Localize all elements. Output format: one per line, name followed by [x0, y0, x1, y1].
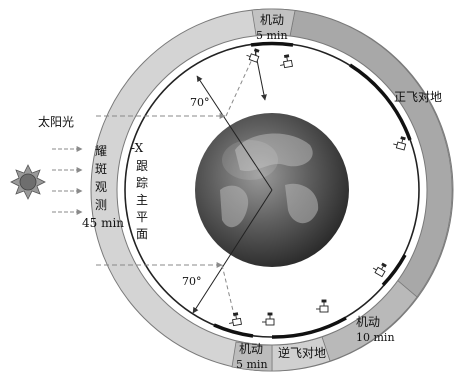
plane-char: 踪 — [136, 176, 148, 190]
sunlight-label: 太阳光 — [38, 114, 74, 129]
plane-axis: -X — [131, 141, 144, 155]
orbit-segment-bottom — [271, 316, 347, 339]
satellite-icon — [246, 48, 260, 63]
orbit-segment-top — [250, 41, 294, 47]
maneuver-right-time: 10 min — [356, 331, 395, 344]
flare-char: 观 — [95, 180, 107, 194]
satellite-icon — [280, 54, 293, 69]
angle-top-label: 70° — [190, 96, 210, 109]
flare-char: 斑 — [95, 162, 107, 176]
satellites — [229, 48, 407, 327]
maneuver-bottom-name: 机动 — [239, 342, 263, 356]
flare-observation-label: 耀斑观测 45 min — [82, 144, 124, 230]
satellite-icon — [229, 312, 242, 327]
maneuver-right-name: 机动 — [356, 315, 380, 329]
plane-char: 主 — [136, 193, 148, 207]
satellite-icon — [393, 136, 407, 151]
earth-highlight — [222, 140, 278, 180]
satellite-icon — [262, 312, 275, 326]
forward-earth-label: 正飞对地 — [394, 90, 442, 104]
satellite-icon — [372, 262, 387, 278]
maneuver-top-name: 机动 — [260, 13, 284, 27]
flare-time: 45 min — [82, 216, 124, 230]
line-center-top — [196, 75, 273, 191]
reverse-earth-label: 逆飞对地 — [278, 345, 326, 360]
flare-char: 耀 — [95, 144, 107, 158]
plane-char: 面 — [136, 227, 148, 241]
maneuver-bottom-time: 5 min — [236, 358, 268, 371]
satellite-icon — [316, 299, 329, 313]
svg-text:耀斑观测: 耀斑观测 — [95, 144, 107, 212]
line-center-bottom — [192, 189, 273, 314]
plane-char: 跟 — [136, 159, 148, 173]
sun-icon — [10, 164, 46, 200]
orbit-segment-right-low — [381, 254, 407, 287]
tracking-plane-label: -X 跟踪主平面 — [131, 141, 148, 241]
earth-continents — [220, 133, 319, 228]
plane-char: 平 — [136, 210, 148, 224]
orbit-segment-right — [349, 63, 412, 141]
angle-bottom-label: 70° — [182, 275, 202, 288]
orbit-segment-bottom-left — [213, 323, 254, 338]
sunlight-arrows — [52, 146, 83, 215]
maneuver-top-time: 5 min — [256, 29, 288, 42]
svg-text:跟踪主平面: 跟踪主平面 — [136, 159, 148, 241]
flare-char: 测 — [95, 198, 107, 212]
